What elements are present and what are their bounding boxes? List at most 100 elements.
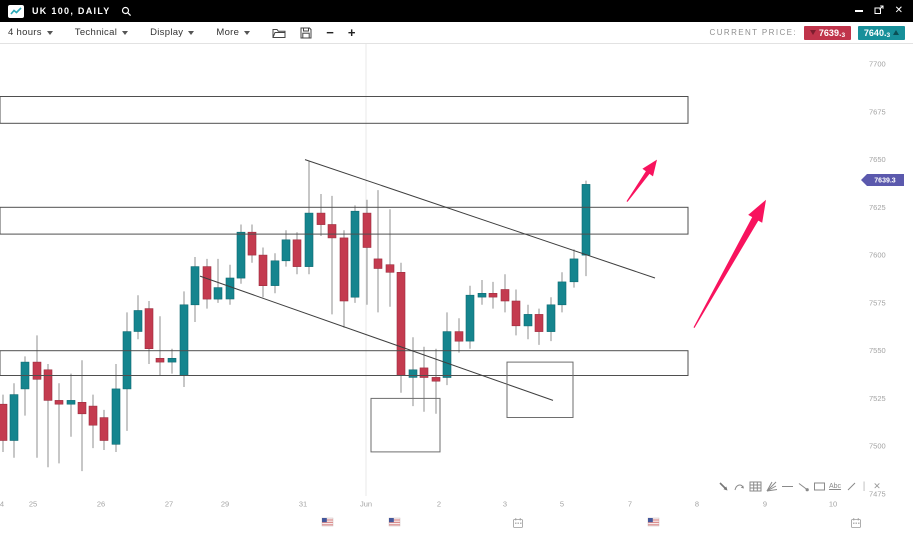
candle-bear	[43, 369, 53, 401]
candle-bear	[396, 272, 406, 376]
candle-bear	[339, 237, 349, 302]
timeframe-dropdown[interactable]: 4 hours	[8, 27, 53, 38]
draw-tool-gann-fan-icon[interactable]	[764, 479, 778, 494]
y-axis-label: 7625	[869, 203, 886, 212]
candle-bear	[32, 361, 42, 380]
chart-canvas[interactable]: 7700767576507625760075757550752575007475…	[0, 44, 913, 533]
x-axis-label: 2	[437, 500, 441, 509]
popout-icon[interactable]	[874, 2, 884, 20]
technical-dropdown[interactable]: Technical	[75, 27, 129, 38]
y-axis-label: 7575	[869, 298, 886, 307]
sell-price-button[interactable]: 7639.3	[804, 25, 851, 40]
candle-bull	[167, 357, 177, 363]
y-axis-label: 7500	[869, 442, 886, 451]
bullish-arrow-annotation[interactable]	[693, 199, 767, 328]
x-axis-label: 10	[829, 500, 837, 509]
draw-tool-trendline-icon[interactable]	[796, 479, 810, 494]
candle-bull	[236, 231, 246, 279]
y-axis-label: 7475	[869, 490, 886, 499]
candle-bear	[144, 308, 154, 350]
news-event-flag-icon[interactable]	[321, 517, 334, 527]
x-axis-label: 25	[29, 500, 37, 509]
draw-tool-text-icon[interactable]: Abc	[828, 483, 842, 490]
calendar-event-icon[interactable]	[513, 518, 523, 528]
x-axis-label: Jun	[360, 500, 372, 509]
candle-bear	[99, 417, 109, 441]
price-zone-rectangle[interactable]	[0, 96, 689, 124]
candle-bull	[270, 260, 280, 286]
x-axis-label: 3	[503, 500, 507, 509]
y-axis-label: 7600	[869, 251, 886, 260]
calendar-event-icon[interactable]	[851, 518, 861, 528]
close-icon[interactable]: ✕	[894, 5, 903, 16]
zoom-in-button[interactable]: +	[347, 25, 356, 40]
candle-bull	[66, 400, 76, 405]
candle-bear	[0, 403, 8, 441]
draw-tool-separator: |	[862, 481, 866, 492]
news-event-flag-icon[interactable]	[647, 517, 660, 527]
draw-tool-line-icon[interactable]	[844, 479, 858, 494]
more-label: More	[216, 27, 240, 38]
price-up-arrow-icon	[893, 30, 900, 35]
candle-bull	[546, 304, 556, 332]
candle-bear	[511, 300, 521, 327]
candle-bull	[569, 258, 579, 283]
open-folder-icon[interactable]	[272, 27, 286, 39]
candle-bull	[111, 388, 121, 445]
x-axis-label: 26	[97, 500, 105, 509]
display-dropdown[interactable]: Display	[150, 27, 195, 38]
candle-bull	[213, 287, 223, 300]
candle-bear	[54, 400, 64, 405]
annotation-box[interactable]	[370, 397, 441, 453]
chart-title: UK 100, DAILY	[32, 6, 111, 16]
y-axis-label: 7675	[869, 107, 886, 116]
candle-bear	[534, 314, 544, 332]
draw-tool-rectangle-icon[interactable]	[812, 479, 826, 494]
window-controls: ✕	[854, 2, 903, 20]
y-axis-label: 7550	[869, 346, 886, 355]
x-axis-label: 9	[763, 500, 767, 509]
save-icon[interactable]	[300, 27, 312, 39]
trendline[interactable]	[199, 275, 554, 401]
annotation-box[interactable]	[506, 361, 574, 419]
price-zone-rectangle[interactable]	[0, 206, 689, 235]
candle-bull	[408, 369, 418, 378]
draw-tool-cursor-icon[interactable]	[716, 479, 730, 494]
news-event-flag-icon[interactable]	[388, 517, 401, 527]
candle-bear	[488, 293, 498, 298]
candle-bear	[77, 401, 87, 415]
draw-tool-curve-arrow-icon[interactable]	[732, 479, 746, 494]
bullish-arrow-annotation[interactable]	[626, 159, 658, 202]
candle-bull	[9, 394, 19, 441]
candle-bull	[304, 212, 314, 267]
current-price-label: CURRENT PRICE:	[709, 28, 797, 37]
current-price-area: CURRENT PRICE: 7639.3 7640.3	[709, 25, 905, 40]
x-axis-label: 4	[0, 500, 4, 509]
draw-tool-grid-icon[interactable]	[748, 479, 762, 494]
x-axis-label: 5	[560, 500, 564, 509]
title-bar: UK 100, DAILY ✕	[0, 0, 913, 22]
search-icon[interactable]	[121, 6, 132, 17]
candle-bull	[477, 293, 487, 298]
chevron-down-icon	[46, 30, 53, 35]
minimize-icon[interactable]	[854, 10, 863, 12]
buy-price-button[interactable]: 7640.3	[858, 25, 905, 40]
chevron-down-icon	[188, 30, 195, 35]
candle-bull	[133, 310, 143, 332]
candle-bear	[419, 367, 429, 378]
candle-bear	[431, 377, 441, 382]
candle-bull	[122, 331, 132, 390]
draw-tool-close[interactable]: ✕	[873, 481, 881, 491]
sell-price-value: 7639.3	[818, 27, 846, 40]
candle-bull	[225, 277, 235, 300]
trendline[interactable]	[304, 159, 656, 279]
more-dropdown[interactable]: More	[216, 27, 251, 38]
candle-bull	[281, 239, 291, 262]
candle-bear	[316, 212, 326, 225]
candle-bear	[258, 254, 268, 287]
price-zone-rectangle[interactable]	[0, 350, 689, 377]
draw-tool-horizontal-line-icon[interactable]	[780, 479, 794, 494]
candle-bear	[454, 331, 464, 342]
zoom-out-button[interactable]: −	[326, 25, 334, 40]
